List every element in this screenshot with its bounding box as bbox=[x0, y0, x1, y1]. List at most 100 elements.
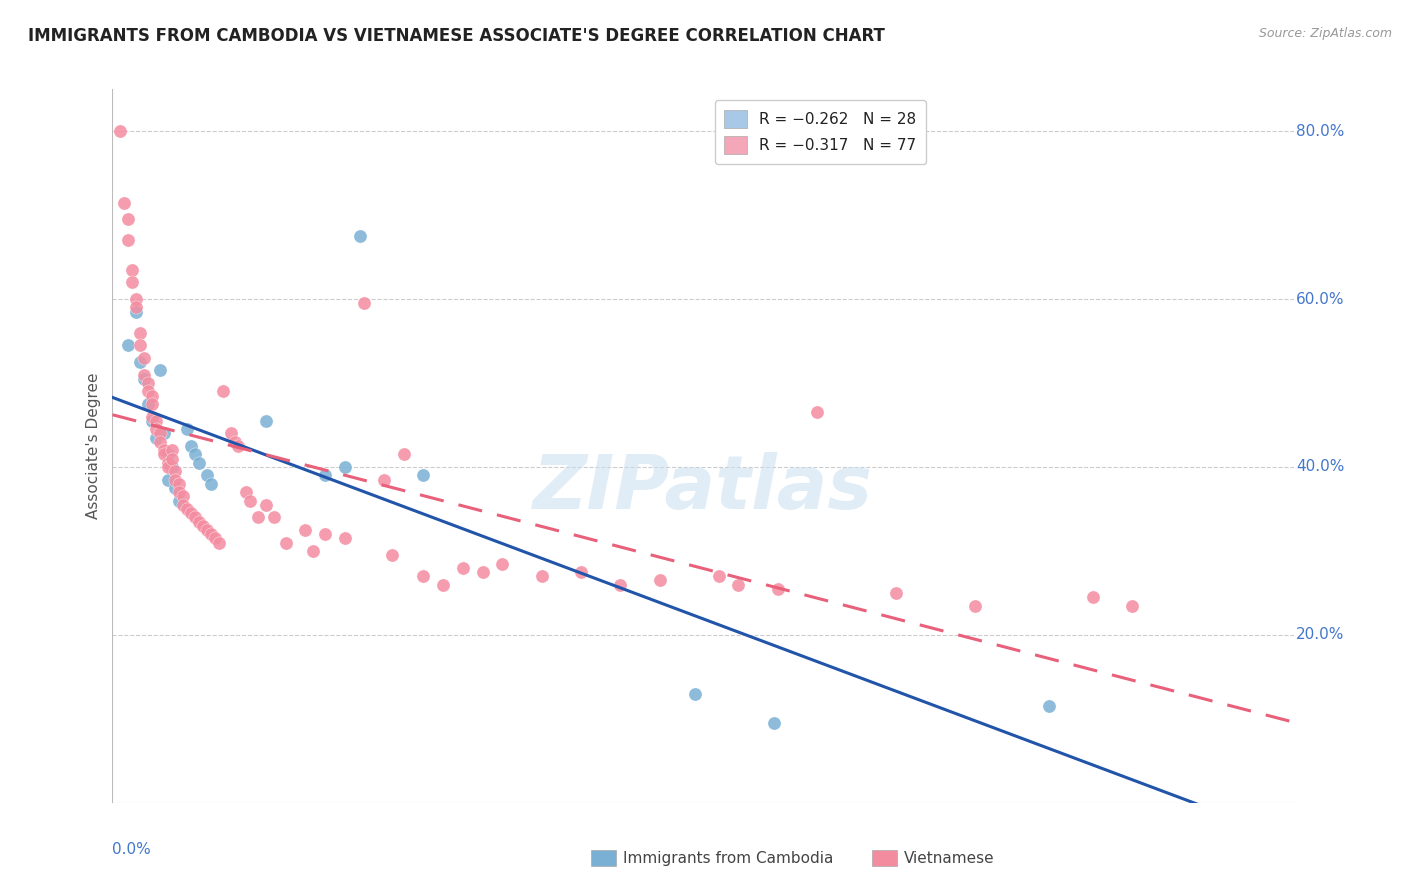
Point bbox=[412, 569, 434, 583]
Point bbox=[963, 599, 986, 613]
Point bbox=[121, 275, 143, 289]
Point bbox=[141, 389, 163, 403]
Point bbox=[381, 548, 404, 562]
Point bbox=[1038, 699, 1060, 714]
Point bbox=[165, 481, 187, 495]
Text: 60.0%: 60.0% bbox=[1296, 292, 1344, 307]
Text: Immigrants from Cambodia: Immigrants from Cambodia bbox=[623, 851, 834, 865]
Point bbox=[491, 557, 513, 571]
Point bbox=[219, 426, 242, 441]
Point bbox=[141, 409, 163, 424]
Point bbox=[274, 535, 297, 549]
Legend: R = −0.262   N = 28, R = −0.317   N = 77: R = −0.262 N = 28, R = −0.317 N = 77 bbox=[716, 101, 925, 163]
Point bbox=[110, 124, 132, 138]
Point bbox=[195, 523, 218, 537]
Point bbox=[141, 397, 163, 411]
Point bbox=[333, 532, 356, 546]
Point bbox=[228, 439, 250, 453]
Point bbox=[200, 527, 222, 541]
Point bbox=[129, 355, 152, 369]
Point bbox=[471, 565, 494, 579]
Point bbox=[132, 372, 155, 386]
Point bbox=[129, 338, 152, 352]
Point bbox=[239, 493, 262, 508]
Point bbox=[191, 518, 214, 533]
Point bbox=[156, 473, 179, 487]
Point bbox=[530, 569, 553, 583]
Point bbox=[314, 527, 336, 541]
Point bbox=[247, 510, 270, 524]
Point bbox=[569, 565, 592, 579]
Point bbox=[169, 476, 191, 491]
Point bbox=[136, 384, 159, 399]
Point bbox=[806, 405, 828, 419]
Point bbox=[180, 439, 202, 453]
Point bbox=[169, 485, 191, 500]
Point bbox=[184, 510, 207, 524]
Text: 20.0%: 20.0% bbox=[1296, 627, 1344, 642]
Point bbox=[432, 577, 454, 591]
Point bbox=[149, 434, 172, 449]
Point bbox=[156, 460, 179, 475]
Point bbox=[211, 384, 233, 399]
Point bbox=[176, 422, 198, 436]
Point bbox=[762, 716, 785, 731]
Point bbox=[117, 338, 139, 352]
Point bbox=[145, 422, 167, 436]
Point bbox=[609, 577, 631, 591]
Point bbox=[200, 476, 222, 491]
Point bbox=[208, 535, 231, 549]
Text: Vietnamese: Vietnamese bbox=[904, 851, 994, 865]
Point bbox=[172, 498, 194, 512]
Point bbox=[149, 363, 172, 377]
Point bbox=[373, 473, 395, 487]
Point bbox=[141, 414, 163, 428]
Point bbox=[132, 351, 155, 365]
Point bbox=[884, 586, 907, 600]
Point bbox=[1121, 599, 1143, 613]
Point bbox=[180, 506, 202, 520]
Point bbox=[254, 414, 277, 428]
Point bbox=[125, 292, 148, 306]
Point bbox=[451, 560, 474, 574]
Point bbox=[333, 460, 356, 475]
Text: ZIPatlas: ZIPatlas bbox=[533, 452, 873, 525]
Point bbox=[152, 443, 174, 458]
Point bbox=[125, 304, 148, 318]
Point bbox=[152, 447, 174, 461]
Point bbox=[294, 523, 316, 537]
Point bbox=[412, 468, 434, 483]
Point bbox=[125, 301, 148, 315]
Point bbox=[302, 544, 325, 558]
Point bbox=[235, 485, 257, 500]
Point bbox=[152, 426, 174, 441]
Point bbox=[112, 195, 135, 210]
Point bbox=[314, 468, 336, 483]
Point bbox=[1081, 590, 1104, 604]
Point bbox=[766, 582, 789, 596]
Point bbox=[224, 434, 246, 449]
Point bbox=[188, 456, 211, 470]
Point bbox=[160, 443, 183, 458]
Point bbox=[165, 464, 187, 478]
Point bbox=[683, 687, 706, 701]
Point bbox=[136, 376, 159, 390]
Point bbox=[648, 574, 671, 588]
Point bbox=[121, 262, 143, 277]
Text: 0.0%: 0.0% bbox=[112, 842, 152, 857]
Point bbox=[132, 368, 155, 382]
Point bbox=[117, 212, 139, 227]
Point bbox=[204, 532, 226, 546]
Point bbox=[165, 473, 187, 487]
Point bbox=[149, 426, 172, 441]
Point bbox=[169, 493, 191, 508]
Point bbox=[349, 229, 371, 244]
Y-axis label: Associate's Degree: Associate's Degree bbox=[86, 373, 101, 519]
Point bbox=[172, 489, 194, 503]
Text: 40.0%: 40.0% bbox=[1296, 459, 1344, 475]
Point bbox=[136, 397, 159, 411]
Point bbox=[727, 577, 749, 591]
Point bbox=[117, 233, 139, 247]
Point bbox=[353, 296, 375, 310]
Point bbox=[254, 498, 277, 512]
